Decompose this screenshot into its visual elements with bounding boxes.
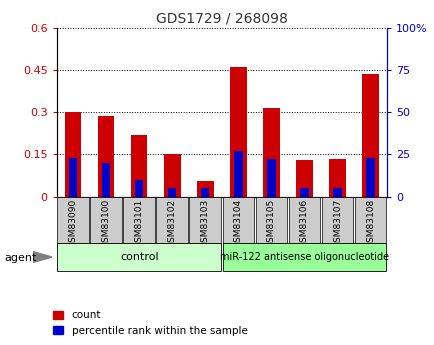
FancyBboxPatch shape (57, 197, 89, 243)
Bar (98, 116, 114, 197)
FancyBboxPatch shape (222, 243, 385, 271)
Bar (230, 67, 246, 197)
Bar (263, 108, 279, 197)
FancyBboxPatch shape (189, 197, 220, 243)
Bar (362, 74, 378, 197)
Bar (168, 188, 176, 197)
Bar (69, 158, 77, 197)
FancyBboxPatch shape (57, 243, 220, 271)
Text: GSM83090: GSM83090 (69, 199, 77, 248)
Bar (135, 180, 143, 197)
Title: GDS1729 / 268098: GDS1729 / 268098 (155, 11, 287, 25)
Legend: count, percentile rank within the sample: count, percentile rank within the sample (49, 306, 251, 340)
Bar (164, 154, 180, 197)
Text: agent: agent (4, 253, 36, 263)
FancyBboxPatch shape (255, 197, 286, 243)
Text: miR-122 antisense oligonucleotide: miR-122 antisense oligonucleotide (220, 252, 388, 262)
FancyBboxPatch shape (90, 197, 122, 243)
Bar (65, 112, 81, 197)
Text: GSM83106: GSM83106 (299, 199, 308, 248)
Bar (333, 188, 341, 197)
Text: GSM83105: GSM83105 (266, 199, 275, 248)
FancyBboxPatch shape (156, 197, 187, 243)
Text: GSM83104: GSM83104 (233, 199, 242, 248)
FancyBboxPatch shape (321, 197, 352, 243)
Text: GSM83103: GSM83103 (201, 199, 209, 248)
Text: control: control (120, 252, 158, 262)
Text: GSM83107: GSM83107 (332, 199, 341, 248)
FancyBboxPatch shape (354, 197, 385, 243)
Bar (266, 159, 275, 197)
Bar (296, 160, 312, 197)
Text: GSM83108: GSM83108 (365, 199, 374, 248)
Polygon shape (33, 252, 52, 263)
Text: GSM83101: GSM83101 (135, 199, 143, 248)
Bar (299, 188, 308, 197)
Bar (197, 181, 213, 197)
FancyBboxPatch shape (288, 197, 319, 243)
FancyBboxPatch shape (222, 197, 253, 243)
Bar (131, 135, 147, 197)
FancyBboxPatch shape (123, 197, 155, 243)
Bar (102, 163, 110, 197)
Text: GSM83100: GSM83100 (102, 199, 110, 248)
Bar (365, 158, 374, 197)
Bar (329, 159, 345, 197)
Text: GSM83102: GSM83102 (168, 199, 176, 248)
Bar (234, 151, 242, 197)
Bar (201, 188, 209, 197)
